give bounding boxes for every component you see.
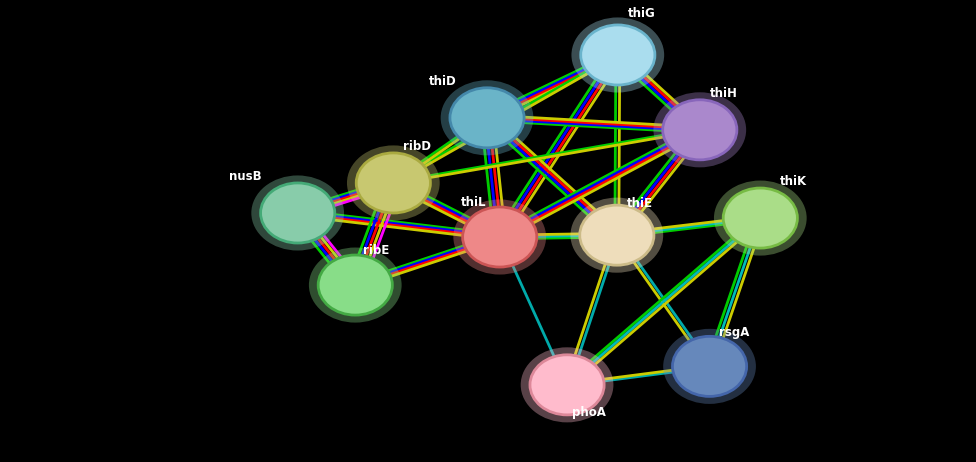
Text: thiH: thiH [710,87,738,100]
Ellipse shape [723,188,797,248]
Ellipse shape [580,205,654,265]
Ellipse shape [347,146,440,220]
Ellipse shape [261,183,335,243]
Text: thiE: thiE [627,197,653,210]
Text: thiD: thiD [428,75,456,88]
Text: ribD: ribD [403,140,431,153]
Text: thiL: thiL [461,196,486,209]
Ellipse shape [714,181,806,255]
Text: rsgA: rsgA [719,326,750,339]
Ellipse shape [521,347,613,422]
Ellipse shape [571,18,664,92]
Ellipse shape [663,100,737,160]
Text: thiK: thiK [780,175,807,188]
Ellipse shape [308,248,402,322]
Ellipse shape [581,25,655,85]
Ellipse shape [318,255,392,315]
Ellipse shape [672,336,747,396]
Ellipse shape [453,200,547,274]
Text: thiG: thiG [628,7,655,20]
Ellipse shape [530,355,604,415]
Text: nusB: nusB [229,170,262,183]
Ellipse shape [252,176,345,250]
Ellipse shape [356,153,430,213]
Ellipse shape [664,329,756,404]
Ellipse shape [441,80,534,155]
Text: phoA: phoA [572,407,606,419]
Ellipse shape [570,198,664,273]
Ellipse shape [463,207,537,267]
Text: ribE: ribE [363,244,389,257]
Ellipse shape [450,88,524,148]
Ellipse shape [654,92,746,167]
